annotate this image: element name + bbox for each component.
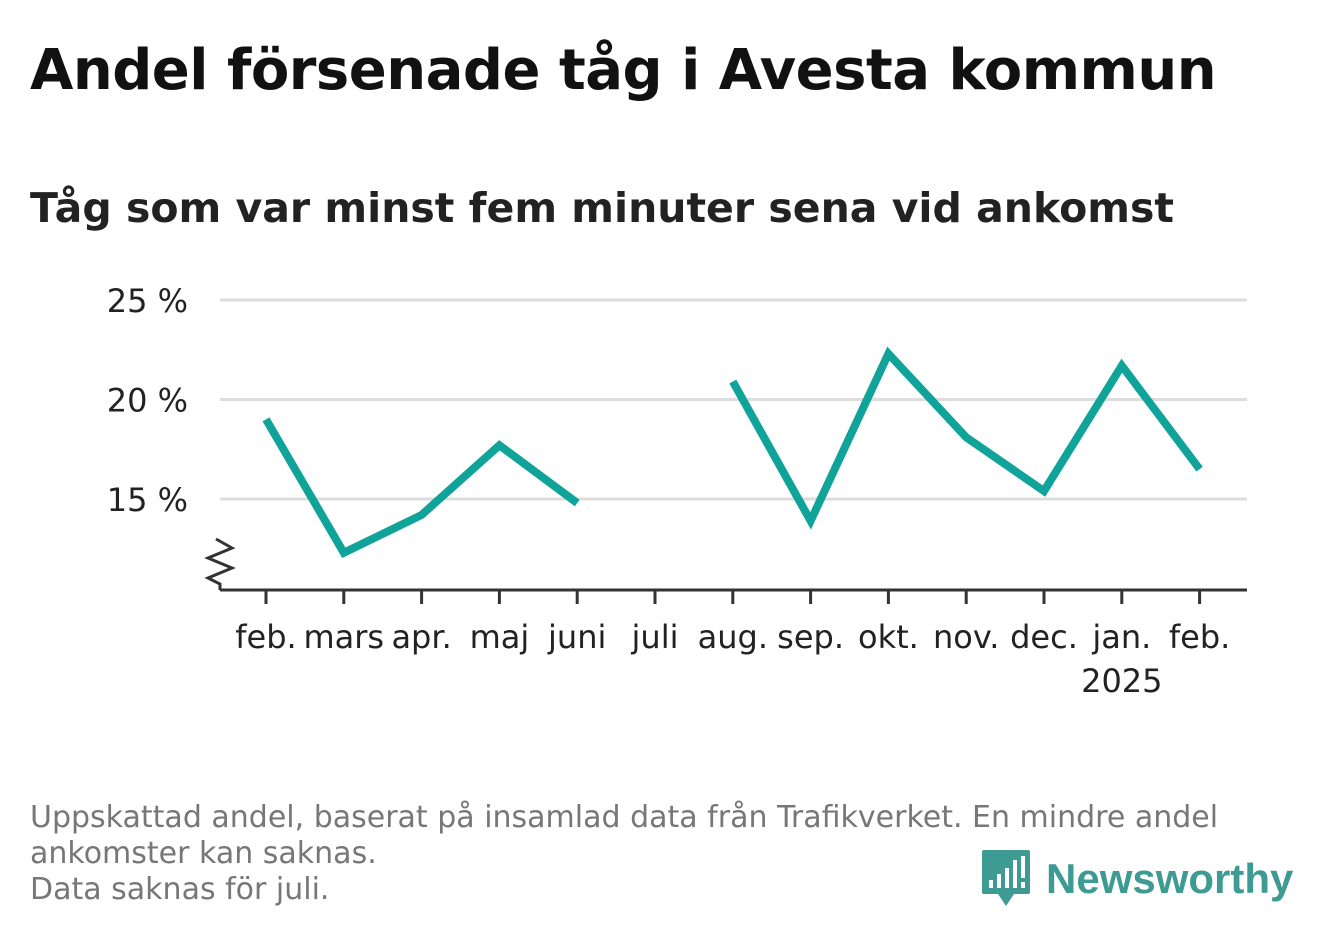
chart-title: Andel försenade tåg i Avesta kommun — [30, 38, 1217, 103]
logo-text: Newsworthy — [1046, 855, 1294, 902]
x-tick-label: dec. — [1010, 618, 1078, 656]
x-axis — [204, 537, 1247, 604]
footer-line-1: Uppskattad andel, baserat på insamlad da… — [30, 800, 1219, 835]
footer-note: Uppskattad andel, baserat på insamlad da… — [30, 800, 1280, 908]
x-year-label: 2025 — [1081, 662, 1162, 700]
x-tick-label: maj — [470, 618, 530, 656]
footer-line-3: Data saknas för juli. — [30, 872, 330, 907]
newsworthy-logo-icon — [982, 850, 1030, 906]
x-tick-label: feb. — [1169, 618, 1230, 656]
axis-break-icon — [204, 537, 236, 590]
y-tick-label: 20 % — [107, 382, 188, 420]
y-axis-tick-labels: 15 % 20 % 25 % — [107, 282, 188, 519]
x-tick-label: sep. — [777, 618, 844, 656]
x-axis-tick-labels: feb. mars apr. maj juni juli aug. sep. okt. nov. d… — [235, 618, 1230, 700]
x-tick-label: okt. — [858, 618, 919, 656]
x-tick-label: feb. — [235, 618, 296, 656]
newsworthy-logo: Newsworthy — [980, 848, 1293, 910]
chart-subtitle: Tåg som var minst fem minuter sena vid a… — [30, 184, 1175, 232]
series-line — [262, 417, 580, 558]
line-chart: 15 %20 %25 % feb. mars apr. maj juni juli aug.… — [107, 282, 1247, 700]
x-tick-label: juli — [631, 618, 679, 656]
x-tick-label: juni — [547, 618, 606, 656]
footer-line-2: ankomster kan saknas. — [30, 836, 377, 871]
y-tick-label: 15 % — [107, 481, 188, 519]
series-lines — [262, 346, 1203, 558]
x-tick-label: aug. — [698, 618, 768, 656]
x-tick-label: nov. — [933, 618, 999, 656]
x-tick-label: mars — [303, 618, 384, 656]
y-tick-label: 25 % — [107, 282, 188, 320]
x-tick-label: jan. — [1091, 618, 1151, 656]
x-tick-label: apr. — [391, 618, 451, 656]
gridlines — [220, 298, 1247, 501]
